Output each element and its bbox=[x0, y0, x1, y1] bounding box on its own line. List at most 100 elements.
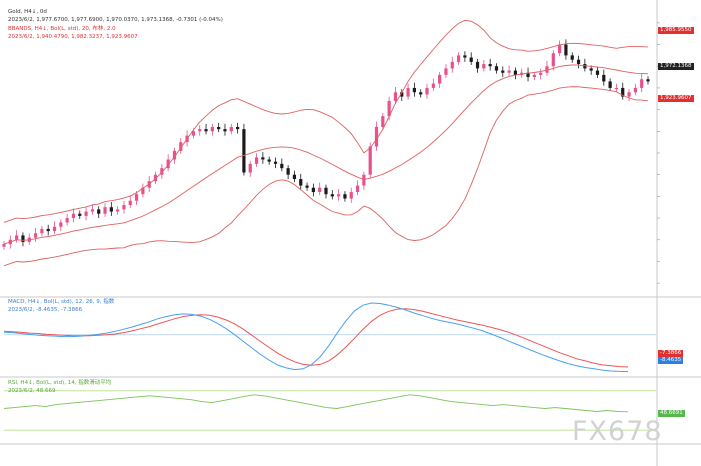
bullish-candle bbox=[128, 200, 132, 206]
bullish-candle bbox=[198, 129, 202, 132]
macd-signal-line bbox=[3, 308, 629, 368]
bearish-candle bbox=[46, 228, 50, 232]
bullish-candle bbox=[640, 79, 644, 88]
bullish-candle bbox=[337, 194, 341, 197]
rsi-title: RSI, H4↓, Bol(L, std), 14, 指数滑动平均 bbox=[8, 380, 112, 386]
bearish-candle bbox=[412, 87, 416, 93]
bearish-candle bbox=[576, 59, 581, 65]
bullish-candle bbox=[374, 126, 379, 147]
bollinger-lower-band bbox=[3, 86, 649, 267]
bbands-line: BBANDS, H4↓, Bol(L, std), 20, 布林, 2.0 bbox=[8, 26, 116, 32]
bearish-candle bbox=[595, 70, 600, 75]
bullish-candle bbox=[539, 72, 543, 75]
bearish-candle bbox=[286, 168, 290, 175]
bullish-candle bbox=[40, 228, 44, 234]
bullish-candle bbox=[229, 126, 233, 132]
bearish-candle bbox=[494, 66, 499, 71]
bearish-candle bbox=[217, 126, 221, 130]
bearish-candle bbox=[311, 187, 315, 193]
bullish-candle bbox=[545, 66, 549, 73]
bearish-candle bbox=[236, 126, 240, 130]
bullish-candle bbox=[355, 185, 360, 193]
bearish-candle bbox=[513, 70, 518, 75]
bullish-candle bbox=[84, 211, 88, 216]
bollinger-upper-band bbox=[3, 19, 649, 223]
bullish-candle bbox=[444, 68, 448, 75]
bullish-candle bbox=[431, 83, 435, 88]
bearish-candle bbox=[469, 57, 473, 62]
bearish-candle bbox=[501, 70, 505, 73]
bearish-candle bbox=[589, 68, 593, 71]
upper-band-tag: 1,985.9550 bbox=[658, 27, 694, 34]
rsi-tag: 48.6691 bbox=[658, 410, 685, 417]
bullish-candle bbox=[160, 168, 164, 175]
bearish-candle bbox=[621, 87, 625, 97]
bullish-candle bbox=[248, 163, 252, 173]
bbands-values: 2023/6/2, 1,940.4790, 1,982.3237, 1,923.… bbox=[8, 34, 138, 40]
bearish-candle bbox=[204, 129, 208, 132]
bullish-candle bbox=[141, 187, 145, 195]
bullish-candle bbox=[558, 44, 562, 54]
bullish-candle bbox=[532, 74, 536, 78]
bearish-candle bbox=[267, 159, 271, 162]
bullish-candle bbox=[172, 150, 177, 160]
bullish-candle bbox=[166, 159, 170, 169]
rsi-values: 2023/6/2, 48.669 bbox=[8, 388, 56, 394]
lower-band-tag: 1,923.9607 bbox=[658, 95, 694, 102]
bearish-candle bbox=[242, 129, 246, 173]
bullish-candle bbox=[551, 53, 555, 67]
bearish-candle bbox=[343, 194, 347, 199]
bearish-candle bbox=[324, 187, 328, 195]
macd-signal-tag: -7.3866 bbox=[658, 350, 684, 357]
bearish-candle bbox=[109, 207, 113, 212]
bullish-candle bbox=[387, 100, 391, 117]
bearish-candle bbox=[273, 161, 278, 164]
bearish-candle bbox=[463, 55, 467, 58]
bullish-candle bbox=[52, 226, 57, 232]
bearish-candle bbox=[570, 55, 574, 60]
bullish-candle bbox=[368, 146, 372, 175]
bearish-candle bbox=[292, 174, 297, 180]
bearish-candle bbox=[564, 44, 568, 56]
bearish-candle bbox=[488, 64, 492, 67]
bullish-candle bbox=[349, 192, 353, 199]
bullish-candle bbox=[191, 131, 196, 136]
bullish-candle bbox=[2, 244, 6, 247]
bearish-candle bbox=[419, 92, 423, 95]
bearish-candle bbox=[305, 185, 309, 188]
bullish-candle bbox=[362, 174, 366, 186]
bullish-candle bbox=[633, 87, 637, 93]
fx678-watermark: FX678 bbox=[572, 416, 663, 447]
bullish-candle bbox=[153, 174, 158, 182]
bearish-candle bbox=[646, 79, 650, 82]
bullish-candle bbox=[210, 126, 214, 132]
price-line: 2023/6/2, 1,977.6700, 1,977.6900, 1,970.… bbox=[8, 17, 223, 23]
bullish-candle bbox=[15, 235, 19, 240]
bullish-candle bbox=[381, 116, 385, 127]
bearish-candle bbox=[526, 72, 530, 78]
bullish-candle bbox=[65, 218, 69, 223]
bullish-candle bbox=[90, 209, 94, 212]
bullish-candle bbox=[438, 74, 442, 84]
symbol-line: Gold, H4↓, 0d bbox=[8, 9, 47, 15]
bearish-candle bbox=[78, 213, 82, 216]
bullish-candle bbox=[482, 64, 486, 69]
bullish-candle bbox=[425, 87, 429, 95]
bullish-candle bbox=[614, 87, 619, 90]
bullish-candle bbox=[116, 209, 120, 212]
bullish-candle bbox=[33, 233, 38, 238]
bullish-candle bbox=[59, 222, 63, 227]
bullish-candle bbox=[122, 205, 126, 210]
macd-main-line bbox=[3, 302, 629, 373]
bullish-candle bbox=[179, 142, 183, 151]
bearish-candle bbox=[223, 129, 227, 132]
bullish-candle bbox=[406, 87, 410, 97]
bearish-candle bbox=[602, 74, 606, 82]
bearish-candle bbox=[97, 209, 101, 214]
bearish-candle bbox=[299, 179, 303, 186]
bearish-candle bbox=[21, 235, 25, 242]
bearish-candle bbox=[400, 92, 404, 97]
bearish-candle bbox=[608, 81, 612, 88]
macd-title: MACD, H4↓, Bol(L, std), 12, 26, 9, 指数 bbox=[8, 299, 115, 305]
